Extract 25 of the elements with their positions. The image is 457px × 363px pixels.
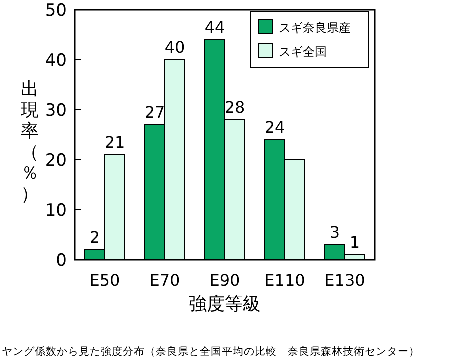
data-label: 24 (264, 118, 286, 137)
data-label: 3 (330, 223, 340, 242)
data-label: 1 (350, 233, 360, 252)
y-tick-label: 50 (45, 1, 67, 21)
y-tick-label: 0 (56, 251, 67, 271)
y-tick-label: 30 (45, 101, 67, 121)
y-tick-label: 10 (45, 201, 67, 221)
y-axis-title: 出現率（％） (21, 79, 39, 205)
text: ヤング係数から見た強度分布（奈良県と全国平均の比較 奈良県森林技術センター） (2, 345, 420, 358)
x-tick-label: E90 (210, 271, 240, 290)
data-label: 2 (90, 228, 100, 247)
data-label: 21 (104, 133, 126, 152)
legend-label: スギ全国 (279, 45, 327, 59)
y-tick-label: 40 (45, 51, 67, 71)
data-label: 40 (164, 38, 186, 57)
x-axis-title: 強度等級 (189, 294, 261, 315)
x-tick-label: E130 (324, 271, 366, 290)
data-label: 28 (224, 98, 246, 117)
x-tick-label: E50 (90, 271, 120, 290)
x-tick-label: E110 (264, 271, 306, 290)
data-label: 27 (144, 103, 166, 122)
x-tick-label: E70 (150, 271, 180, 290)
y-tick-label: 20 (45, 151, 67, 171)
data-label: 44 (204, 18, 226, 37)
legend-label: スギ奈良県産 (279, 21, 351, 35)
